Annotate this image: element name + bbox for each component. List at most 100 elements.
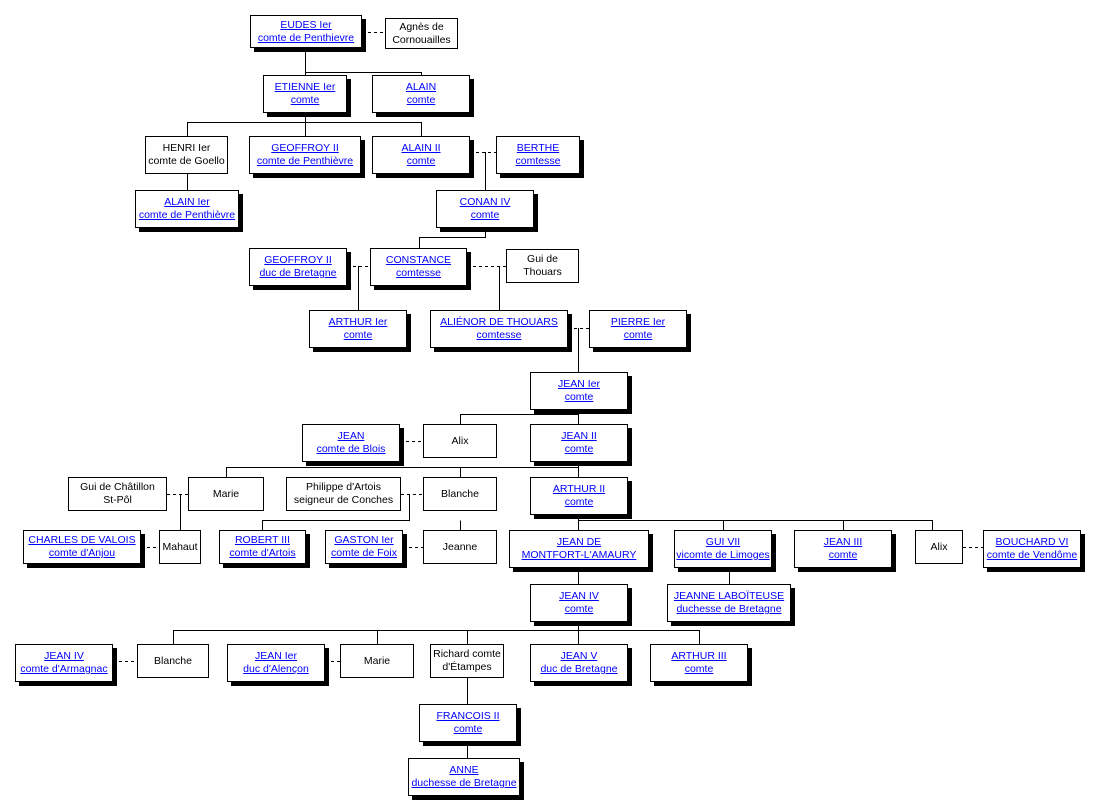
person-name[interactable]: ARTHUR II	[552, 483, 606, 495]
person-box[interactable]: JEAN II comte	[530, 424, 628, 462]
person-box: Philippe d'Artois seigneur de Conches	[286, 477, 401, 511]
person-name[interactable]: JEAN Ier	[254, 650, 297, 662]
person-title[interactable]: duchesse de Bretagne	[411, 777, 517, 789]
person-name[interactable]: FRANCOIS II	[436, 710, 500, 722]
person-title[interactable]: comte	[828, 549, 858, 561]
person-title[interactable]: comte	[343, 329, 373, 341]
person-title[interactable]: comte	[453, 723, 483, 735]
person-box[interactable]: JEAN DE MONTFORT-L'AMAURY	[509, 530, 649, 568]
person-box[interactable]: BOUCHARD VI comte de Vendôme	[983, 530, 1081, 568]
person-title[interactable]: comte	[290, 94, 320, 106]
person-title[interactable]: comte	[623, 329, 653, 341]
person-box[interactable]: ALAIN comte	[372, 75, 470, 113]
person-box[interactable]: JEAN III comte	[794, 530, 892, 568]
person-box[interactable]: FRANCOIS II comte	[419, 704, 517, 742]
person-title[interactable]: comtesse	[515, 155, 561, 167]
person-name[interactable]: JEAN V	[560, 650, 598, 662]
person-box[interactable]: ARTHUR III comte	[650, 644, 748, 682]
person-box[interactable]: GEOFFROY II comte de Penthièvre	[249, 136, 361, 174]
person-title[interactable]: comte de Vendôme	[986, 549, 1078, 561]
person-box[interactable]: JEAN comte de Blois	[302, 424, 400, 462]
person-name[interactable]: ROBERT III	[234, 534, 291, 546]
person-box[interactable]: CHARLES DE VALOIS comte d'Anjou	[23, 530, 141, 564]
person-name[interactable]: GEOFFROY II	[271, 142, 339, 154]
person-box[interactable]: BERTHE comtesse	[496, 136, 580, 174]
person-box[interactable]: GEOFFROY II duc de Bretagne	[249, 248, 347, 286]
person-title[interactable]: duc d'Alençon	[243, 663, 309, 675]
person-name[interactable]: ARTHUR Ier	[328, 316, 388, 328]
person-name[interactable]: JEAN III	[823, 536, 863, 548]
person-box[interactable]: ALAIN II comte	[372, 136, 470, 174]
person-title[interactable]: comte	[684, 663, 714, 675]
person-title[interactable]: comtesse	[476, 329, 522, 341]
person-name[interactable]: ALAIN II	[401, 142, 441, 154]
person-box[interactable]: ALIÉNOR DE THOUARS comtesse	[430, 310, 568, 348]
person-box: Alix	[423, 424, 497, 458]
person-name[interactable]: CHARLES DE VALOIS	[28, 534, 136, 546]
person-title[interactable]: comte d'Anjou	[48, 547, 116, 559]
person-name[interactable]: JEAN IV	[44, 650, 84, 662]
person-box[interactable]: JEAN Ier comte	[530, 372, 628, 410]
person-title[interactable]: comte d'Armagnac	[20, 663, 108, 675]
person-name[interactable]: GUI VII	[705, 536, 741, 548]
person-name[interactable]: JEAN II	[561, 430, 597, 442]
person-title[interactable]: comte de Penthièvre	[138, 209, 236, 221]
person-name[interactable]: JEAN DE	[556, 536, 602, 548]
person-box[interactable]: ARTHUR II comte	[530, 477, 628, 515]
person-name[interactable]: ARTHUR III	[671, 650, 727, 662]
person-title[interactable]: comtesse	[396, 267, 441, 279]
person-name[interactable]: GEOFFROY II	[264, 254, 332, 266]
person-name[interactable]: JEAN	[337, 430, 365, 442]
person-box[interactable]: JEAN IV comte d'Armagnac	[15, 644, 113, 682]
person-title[interactable]: comte	[564, 391, 594, 403]
person-title[interactable]: comte	[564, 603, 594, 615]
person-title[interactable]: duc de Bretagne	[259, 267, 337, 279]
person-box[interactable]: JEAN Ier duc d'Alençon	[227, 644, 325, 682]
person-name[interactable]: GASTON Ier	[334, 534, 394, 546]
person-name[interactable]: ALAIN Ier	[164, 196, 210, 208]
person-name[interactable]: JEAN Ier	[557, 378, 600, 390]
person-name[interactable]: ALAIN	[405, 81, 437, 93]
person-title[interactable]: comte de Penthièvre	[256, 155, 354, 167]
person-box[interactable]: JEAN IV comte	[530, 584, 628, 622]
person-title[interactable]: duc de Bretagne	[540, 663, 618, 675]
person-title[interactable]: comte de Foix	[331, 547, 397, 559]
person-name[interactable]: ANNE	[449, 764, 479, 776]
person-box[interactable]: EUDES Ier comte de Penthievre	[250, 15, 362, 48]
person-name[interactable]: ETIENNE Ier	[274, 81, 336, 93]
person-name[interactable]: ALIÉNOR DE THOUARS	[440, 316, 558, 328]
person-box[interactable]: JEANNE LABOÏTEUSE duchesse de Bretagne	[667, 584, 791, 622]
person-name[interactable]: JEANNE LABOÏTEUSE	[673, 590, 785, 602]
person-box[interactable]: GUI VII vicomte de Limoges	[674, 530, 772, 568]
person-name[interactable]: CONSTANCE	[385, 254, 452, 266]
person-title[interactable]: comte de Penthievre	[257, 31, 355, 44]
person-box[interactable]: ANNE duchesse de Bretagne	[408, 758, 520, 796]
person-box[interactable]: PIERRE Ier comte	[589, 310, 687, 348]
person-title[interactable]: comte	[406, 155, 436, 167]
person-title[interactable]: comte	[564, 443, 594, 455]
person-title[interactable]: duchesse de Bretagne	[676, 603, 782, 615]
person-box[interactable]: ETIENNE Ier comte	[263, 75, 347, 113]
person-box[interactable]: GASTON Ier comte de Foix	[325, 530, 403, 564]
person-name[interactable]: PIERRE Ier	[610, 316, 666, 328]
person-name[interactable]: JEAN IV	[559, 590, 599, 602]
person-title[interactable]: vicomte de Limoges	[676, 549, 770, 561]
person-box[interactable]: CONAN IV comte	[436, 190, 534, 228]
person-name[interactable]: BERTHE	[516, 142, 560, 154]
person-title[interactable]: comte	[564, 496, 594, 508]
person-title[interactable]: comte	[470, 209, 500, 221]
person-title[interactable]: comte	[406, 94, 436, 106]
person-box[interactable]: CONSTANCE comtesse	[370, 248, 467, 286]
person-box[interactable]: ROBERT III comte d'Artois	[219, 530, 306, 564]
person-box[interactable]: ALAIN Ier comte de Penthièvre	[135, 190, 239, 228]
person-name[interactable]: CONAN IV	[459, 196, 511, 208]
person-name[interactable]: BOUCHARD VI	[995, 536, 1069, 548]
person-title[interactable]: comte d'Artois	[229, 547, 296, 559]
person-title[interactable]: comte de Blois	[316, 443, 386, 455]
person-box: Alix	[915, 530, 963, 564]
person-name: Gui de	[527, 253, 558, 265]
person-box[interactable]: ARTHUR Ier comte	[309, 310, 407, 348]
person-title[interactable]: MONTFORT-L'AMAURY	[521, 549, 637, 561]
person-name[interactable]: EUDES Ier	[280, 18, 332, 31]
